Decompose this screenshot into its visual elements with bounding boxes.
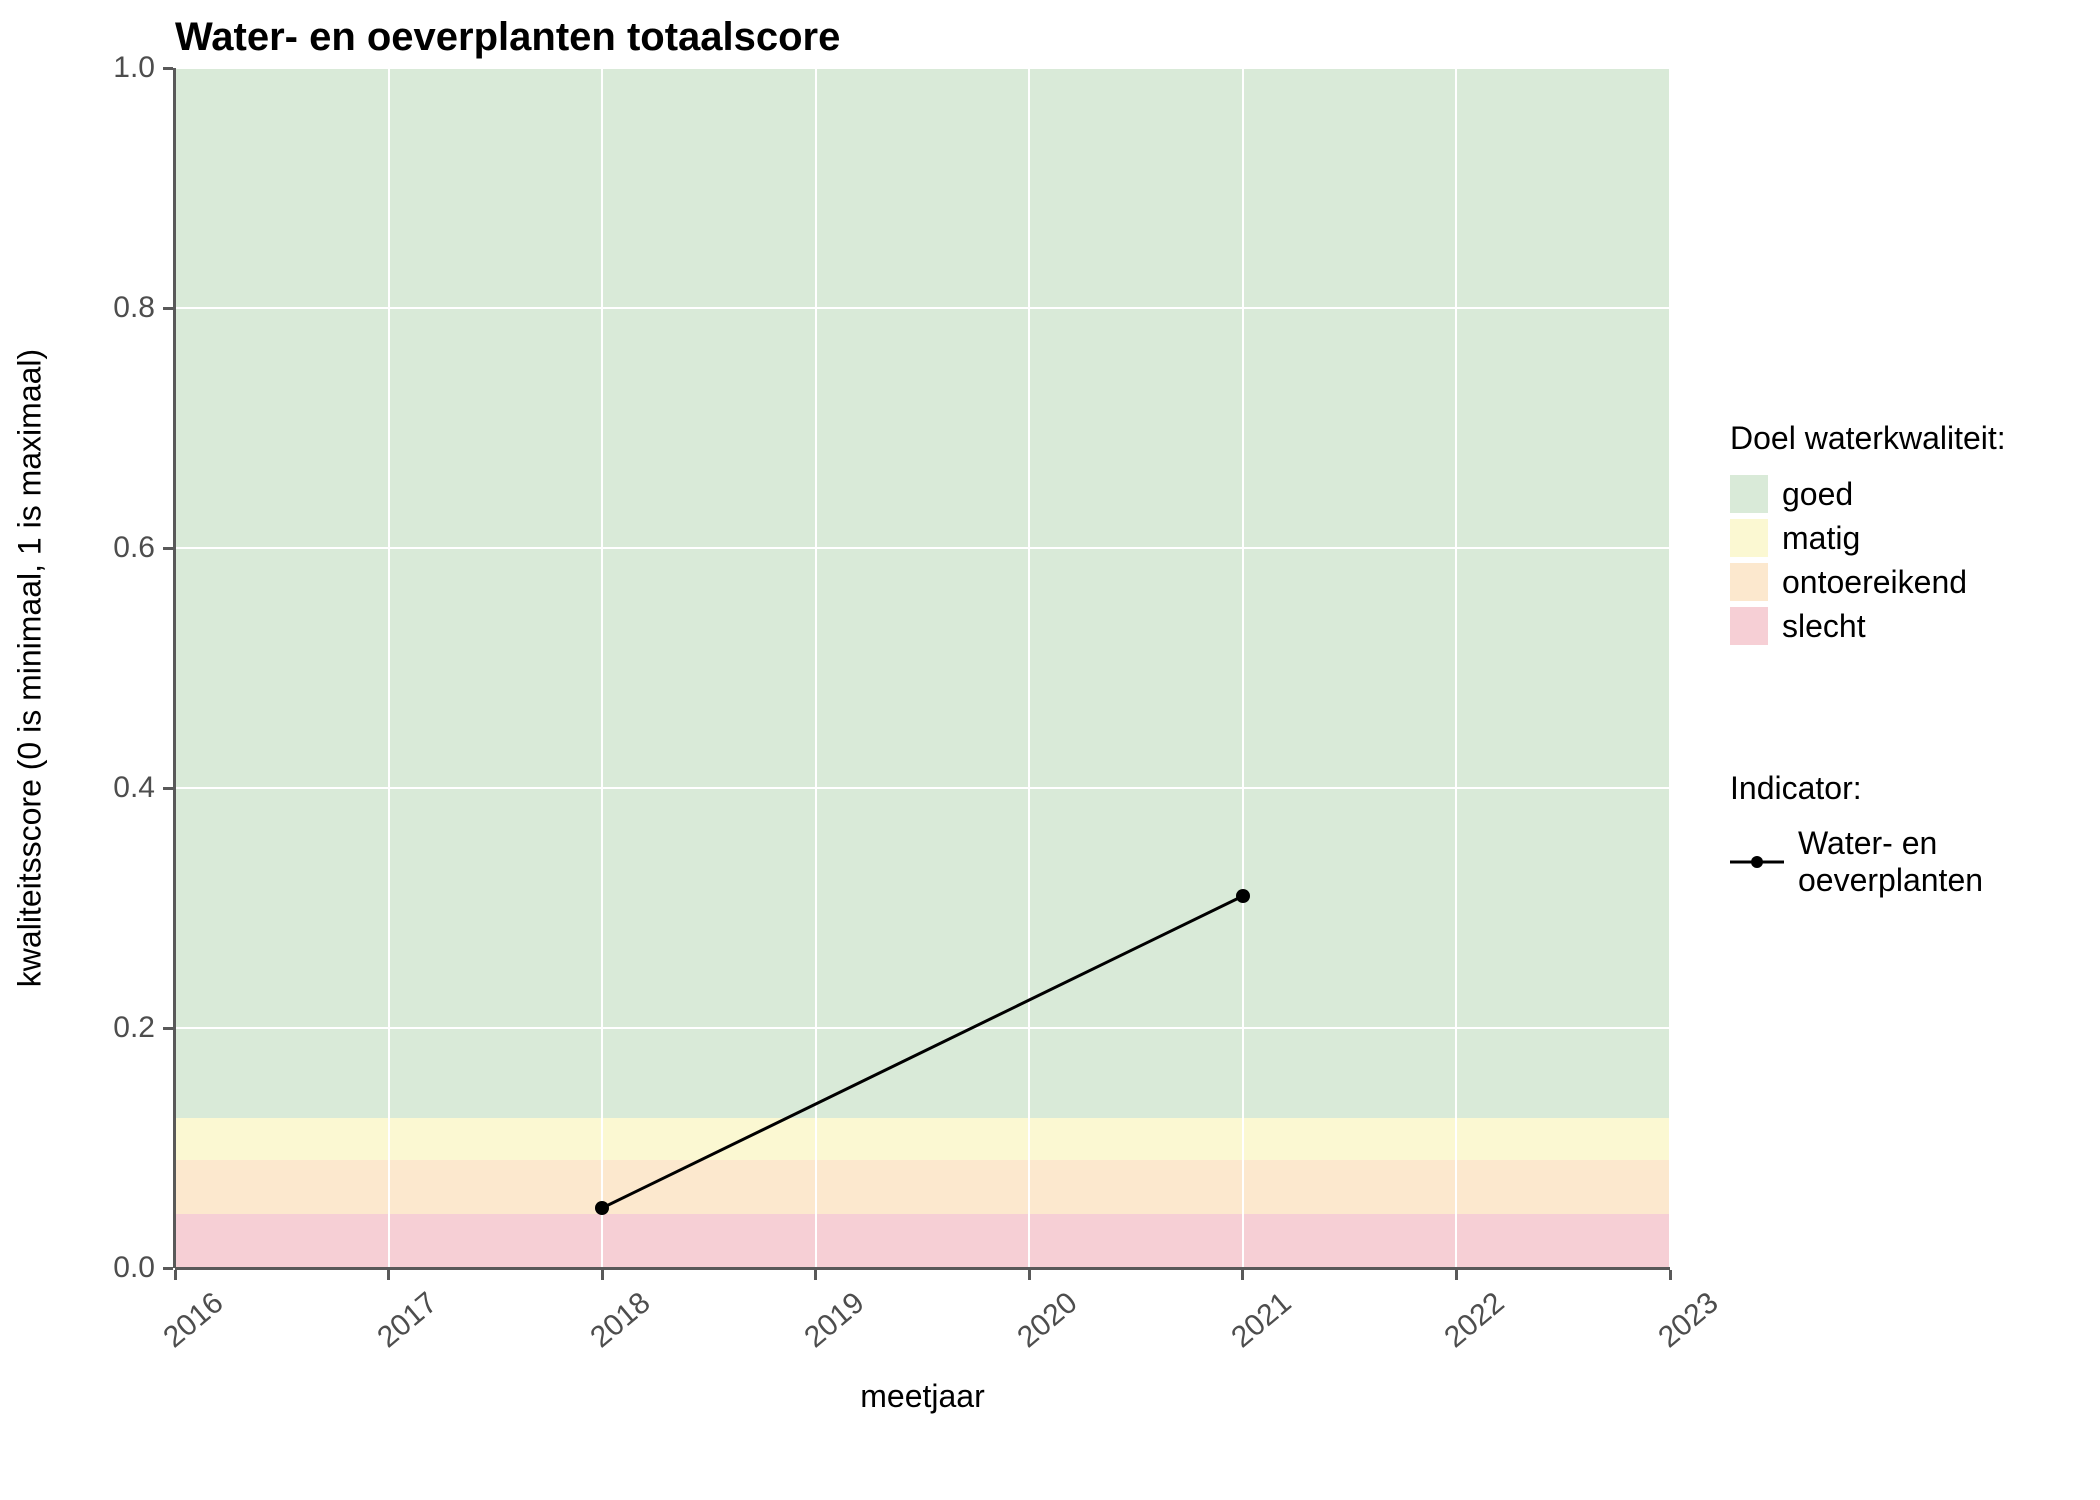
legend-bands: Doel waterkwaliteit: goed matig ontoereike… [1730, 420, 2006, 651]
x-tick-label: 2020 [1012, 1286, 1085, 1355]
x-axis-title: meetjaar [860, 1378, 985, 1415]
y-tick-label: 0.8 [113, 291, 155, 325]
legend-bands-items: goed matig ontoereikend slecht [1730, 475, 2006, 645]
legend-swatch [1730, 519, 1768, 557]
x-tick-label: 2021 [1225, 1286, 1298, 1355]
x-tick [814, 1270, 817, 1280]
y-tick [163, 787, 173, 790]
legend-label: ontoereikend [1782, 564, 1967, 601]
legend-band-item: ontoereikend [1730, 563, 2006, 601]
legend-series-title: Indicator: [1730, 770, 2100, 807]
x-tick [1028, 1270, 1031, 1280]
legend-series: Indicator: Water- en oeverplanten [1730, 770, 2100, 905]
x-tick-label: 2017 [371, 1286, 444, 1355]
data-point [595, 1201, 609, 1215]
legend-label: matig [1782, 520, 1860, 557]
x-tick-label: 2018 [584, 1286, 657, 1355]
legend-band-item: slecht [1730, 607, 2006, 645]
y-tick-label: 0.4 [113, 771, 155, 805]
legend-label: slecht [1782, 608, 1866, 645]
legend-label: goed [1782, 476, 1853, 513]
x-tick [601, 1270, 604, 1280]
y-tick-label: 0.6 [113, 531, 155, 565]
y-axis-title: kwaliteitsscore (0 is minimaal, 1 is max… [12, 349, 49, 987]
y-tick-label: 0.0 [113, 1251, 155, 1285]
legend-swatch [1730, 563, 1768, 601]
legend-swatch [1730, 607, 1768, 645]
legend-swatch [1730, 475, 1768, 513]
chart-container: Water- en oeverplanten totaalscore 0.00.… [0, 0, 2100, 1500]
x-tick-label: 2023 [1652, 1286, 1725, 1355]
x-tick [1669, 1270, 1672, 1280]
plot-area: 0.00.20.40.60.81.0 201620172018201920202… [175, 68, 1670, 1268]
series-line [602, 896, 1243, 1208]
data-point [1236, 889, 1250, 903]
y-tick-label: 0.2 [113, 1011, 155, 1045]
y-tick-label: 1.0 [113, 51, 155, 85]
legend-series-items: Water- en oeverplanten [1730, 825, 2100, 899]
legend-line-swatch [1730, 843, 1784, 881]
y-tick [163, 307, 173, 310]
y-tick [163, 1267, 173, 1270]
x-tick [1455, 1270, 1458, 1280]
y-tick [163, 547, 173, 550]
legend-label: Water- en oeverplanten [1798, 825, 2100, 899]
legend-series-item: Water- en oeverplanten [1730, 825, 2100, 899]
y-tick [163, 67, 173, 70]
y-tick [163, 1027, 173, 1030]
legend-band-item: goed [1730, 475, 2006, 513]
chart-title: Water- en oeverplanten totaalscore [175, 15, 840, 60]
x-tick-label: 2016 [157, 1286, 230, 1355]
x-tick [1241, 1270, 1244, 1280]
x-tick-label: 2022 [1439, 1286, 1512, 1355]
x-tick-label: 2019 [798, 1286, 871, 1355]
x-tick [174, 1270, 177, 1280]
x-tick [387, 1270, 390, 1280]
legend-band-item: matig [1730, 519, 2006, 557]
data-line-svg [175, 68, 1670, 1268]
legend-bands-title: Doel waterkwaliteit: [1730, 420, 2006, 457]
